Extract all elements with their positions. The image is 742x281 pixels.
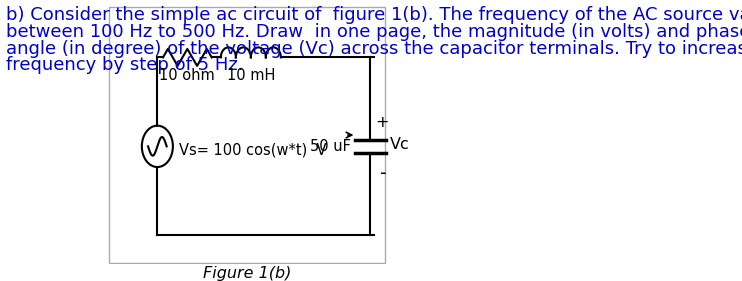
- Text: angle (in degree) of the voltage (Vc) across the capacitor terminals. Try to inc: angle (in degree) of the voltage (Vc) ac…: [6, 40, 742, 58]
- Text: +: +: [375, 115, 390, 130]
- Text: Vs= 100 cos(w*t)  V: Vs= 100 cos(w*t) V: [179, 143, 326, 158]
- Text: 50 uF: 50 uF: [310, 139, 351, 154]
- Text: Vc: Vc: [390, 137, 410, 152]
- Text: frequency by step of 5 Hz.: frequency by step of 5 Hz.: [6, 56, 243, 74]
- Text: Figure 1(b): Figure 1(b): [203, 266, 291, 281]
- Text: 10 ohm: 10 ohm: [160, 68, 215, 83]
- Text: b) Consider the simple ac circuit of  figure 1(b). The frequency of the AC sourc: b) Consider the simple ac circuit of fig…: [6, 6, 742, 24]
- Text: -: -: [379, 164, 386, 183]
- Text: between 100 Hz to 500 Hz. Draw  in one page, the magnitude (in volts) and phase: between 100 Hz to 500 Hz. Draw in one pa…: [6, 22, 742, 40]
- Text: 10 mH: 10 mH: [226, 68, 275, 83]
